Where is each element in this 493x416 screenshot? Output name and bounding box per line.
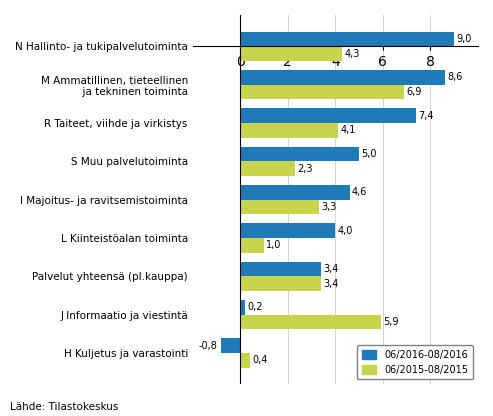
Bar (240, 123, 338, 138)
Text: Lähde: Tilastokeskus: Lähde: Tilastokeskus (10, 402, 118, 412)
Bar (240, 314, 381, 329)
Legend: 06/2016-08/2016, 06/2015-08/2015: 06/2016-08/2016, 06/2015-08/2015 (357, 345, 473, 379)
Text: 7,4: 7,4 (419, 111, 434, 121)
Bar (221, 339, 240, 353)
Text: 4,1: 4,1 (340, 125, 355, 135)
Text: 3,4: 3,4 (323, 279, 339, 289)
Text: 3,4: 3,4 (323, 264, 339, 274)
Text: 9,0: 9,0 (457, 34, 472, 44)
Bar (240, 200, 319, 214)
Bar (240, 276, 321, 291)
Bar (240, 262, 321, 276)
Text: 3,3: 3,3 (321, 202, 337, 212)
Bar (240, 238, 264, 253)
Text: 2,3: 2,3 (297, 163, 313, 173)
Bar (240, 70, 445, 85)
Text: 4,3: 4,3 (345, 49, 360, 59)
Text: 4,6: 4,6 (352, 187, 367, 198)
Bar (240, 353, 250, 368)
X-axis label: Vuosimuutos, %: Vuosimuutos, % (293, 75, 377, 85)
Text: 5,0: 5,0 (361, 149, 377, 159)
Bar (240, 185, 350, 200)
Bar (240, 85, 404, 99)
Text: -0,8: -0,8 (199, 341, 218, 351)
Bar (240, 300, 245, 314)
Text: 6,9: 6,9 (407, 87, 422, 97)
Bar (240, 32, 454, 46)
Text: 0,4: 0,4 (252, 355, 268, 365)
Bar (240, 109, 416, 123)
Text: 0,2: 0,2 (247, 302, 263, 312)
Bar (240, 223, 335, 238)
Bar (240, 147, 359, 161)
Bar (240, 46, 343, 61)
Text: 4,0: 4,0 (338, 226, 353, 236)
Text: 1,0: 1,0 (266, 240, 282, 250)
Text: 5,9: 5,9 (383, 317, 398, 327)
Text: 8,6: 8,6 (447, 72, 462, 82)
Bar (240, 161, 295, 176)
